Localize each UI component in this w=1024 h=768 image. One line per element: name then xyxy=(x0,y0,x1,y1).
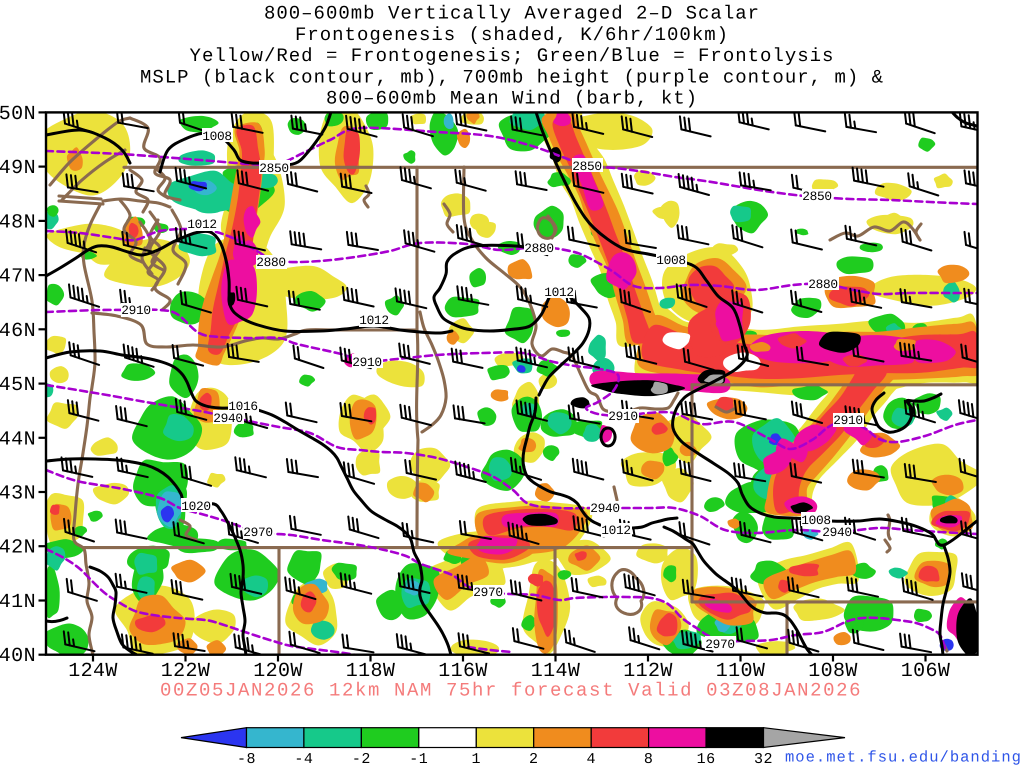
svg-text:2880: 2880 xyxy=(808,277,838,292)
svg-text:8: 8 xyxy=(644,751,654,768)
svg-text:32: 32 xyxy=(754,751,773,768)
svg-text:1: 1 xyxy=(472,751,482,768)
svg-text:-1: -1 xyxy=(409,751,428,768)
svg-text:2910: 2910 xyxy=(352,355,382,370)
svg-text:2910: 2910 xyxy=(833,413,863,428)
svg-text:112W: 112W xyxy=(623,660,673,683)
svg-text:43N: 43N xyxy=(0,483,36,506)
svg-text:46N: 46N xyxy=(0,320,36,343)
svg-text:44N: 44N xyxy=(0,428,36,451)
svg-text:1008: 1008 xyxy=(202,129,232,144)
svg-text:40N: 40N xyxy=(0,645,36,668)
svg-text:124W: 124W xyxy=(68,660,118,683)
svg-text:48N: 48N xyxy=(0,211,36,234)
svg-text:2880: 2880 xyxy=(256,255,286,270)
svg-text:2910: 2910 xyxy=(608,409,638,424)
svg-text:120W: 120W xyxy=(253,660,303,683)
svg-text:42N: 42N xyxy=(0,537,36,560)
svg-text:-4: -4 xyxy=(294,751,313,768)
svg-text:00Z05JAN2026 12km NAM 75hr for: 00Z05JAN2026 12km NAM 75hr forecast Vali… xyxy=(160,680,862,702)
svg-text:-2: -2 xyxy=(352,751,371,768)
svg-text:41N: 41N xyxy=(0,591,36,614)
svg-text:122W: 122W xyxy=(161,660,211,683)
svg-text:110W: 110W xyxy=(716,660,766,683)
svg-text:2850: 2850 xyxy=(572,159,602,174)
svg-text:2970: 2970 xyxy=(473,585,503,600)
svg-text:4: 4 xyxy=(586,751,596,768)
svg-text:106W: 106W xyxy=(901,660,951,683)
svg-text:2940: 2940 xyxy=(213,411,243,426)
svg-text:1012: 1012 xyxy=(601,523,631,538)
svg-text:16: 16 xyxy=(697,751,716,768)
svg-text:1012: 1012 xyxy=(187,217,217,232)
svg-text:50N: 50N xyxy=(0,103,36,126)
svg-text:114W: 114W xyxy=(531,660,581,683)
svg-text:1020: 1020 xyxy=(181,499,211,514)
svg-text:2: 2 xyxy=(529,751,539,768)
svg-text:Yellow/Red = Frontogenesis; G: Yellow/Red = Frontogenesis; Green/Blue =… xyxy=(190,45,835,67)
svg-text:118W: 118W xyxy=(346,660,396,683)
svg-text:2970: 2970 xyxy=(705,637,735,652)
svg-text:800–600mb Mean Wind (barb, kt): 800–600mb Mean Wind (barb, kt) xyxy=(326,88,698,110)
svg-text:1008: 1008 xyxy=(801,513,831,528)
svg-text:1012: 1012 xyxy=(544,285,574,300)
svg-text:MSLP (black contour, mb), 700m: MSLP (black contour, mb), 700mb height (… xyxy=(140,66,884,88)
svg-text:2880: 2880 xyxy=(524,241,554,256)
svg-text:49N: 49N xyxy=(0,157,36,180)
svg-text:47N: 47N xyxy=(0,266,36,289)
svg-text:moe.met.fsu.edu/banding: moe.met.fsu.edu/banding xyxy=(785,749,1022,767)
svg-text:1012: 1012 xyxy=(359,313,389,328)
svg-text:116W: 116W xyxy=(438,660,488,683)
svg-text:2970: 2970 xyxy=(243,525,273,540)
svg-text:-8: -8 xyxy=(237,751,256,768)
svg-text:2910: 2910 xyxy=(121,303,151,318)
svg-text:108W: 108W xyxy=(808,660,858,683)
svg-text:2850: 2850 xyxy=(802,189,832,204)
svg-text:2850: 2850 xyxy=(259,161,289,176)
svg-text:800–600mb Vertically Averaged: 800–600mb Vertically Averaged 2–D Scalar xyxy=(264,3,760,25)
svg-text:45N: 45N xyxy=(0,374,36,397)
svg-text:2940: 2940 xyxy=(590,501,620,516)
svg-text:1008: 1008 xyxy=(656,253,686,268)
svg-text:Frontogenesis (shaded, K/6hr/1: Frontogenesis (shaded, K/6hr/100km) xyxy=(295,24,729,46)
svg-text:2940: 2940 xyxy=(822,525,852,540)
